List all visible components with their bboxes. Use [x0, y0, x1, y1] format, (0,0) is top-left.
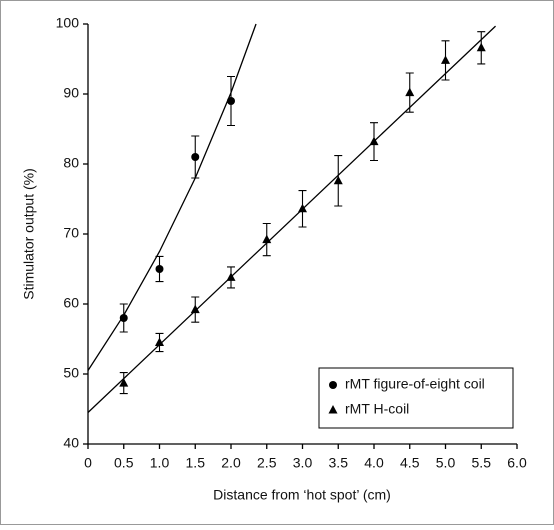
x-tick-label: 0: [84, 455, 92, 471]
legend-box: [318, 367, 514, 429]
point: [262, 234, 272, 244]
point: [155, 265, 164, 273]
x-tick-label: 2.0: [221, 455, 241, 471]
point: [441, 55, 450, 64]
y-tick-label: 40: [63, 435, 79, 451]
legend-label: rMT figure-of-eight coil: [345, 376, 485, 392]
y-tick-label: 60: [63, 295, 79, 311]
point: [155, 337, 164, 346]
x-tick-label: 4.5: [400, 455, 420, 471]
y-tick-label: 100: [56, 15, 80, 31]
x-tick-label: 3.5: [329, 455, 349, 471]
fit-line: [87, 25, 496, 413]
point: [226, 272, 236, 281]
x-tick-label: 2.5: [257, 455, 277, 471]
point: [369, 136, 379, 146]
x-tick-label: 3.0: [293, 455, 313, 471]
x-axis-label: Distance from ‘hot spot’ (cm): [213, 487, 391, 503]
point: [190, 304, 200, 314]
y-axis-label: Stimulator output (%): [21, 168, 37, 300]
legend-label: rMT H-coil: [345, 401, 409, 417]
legend-marker: [328, 405, 338, 414]
point: [119, 378, 129, 387]
x-tick-label: 4.0: [364, 455, 384, 471]
point: [227, 97, 235, 105]
fit-line: [87, 23, 257, 371]
y-tick-label: 50: [63, 365, 79, 381]
x-tick-label: 5.5: [472, 455, 492, 471]
legend-marker: [329, 381, 337, 389]
x-tick-label: 0.5: [114, 455, 134, 471]
point: [405, 87, 415, 97]
x-tick-label: 5.0: [436, 455, 456, 471]
x-tick-label: 1.0: [150, 455, 170, 471]
point: [191, 153, 200, 161]
point: [333, 175, 343, 185]
y-tick-label: 70: [63, 225, 79, 241]
point: [298, 203, 307, 213]
point: [119, 314, 128, 322]
y-tick-label: 80: [63, 155, 79, 171]
point: [476, 42, 486, 52]
x-tick-label: 1.5: [186, 455, 206, 471]
x-tick-label: 6.0: [507, 455, 527, 471]
y-tick-label: 90: [63, 85, 79, 101]
